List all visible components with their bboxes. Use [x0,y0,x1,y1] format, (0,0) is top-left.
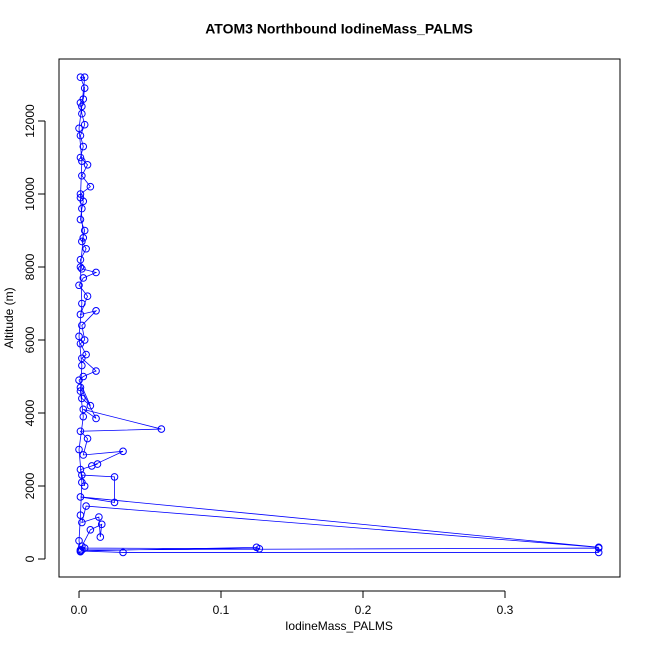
data-point [75,332,83,341]
y-tick-label: 10000 [23,177,37,211]
data-point [78,518,86,527]
data-point [110,498,119,507]
data-point [76,546,85,554]
data-point [78,157,86,165]
data-point [255,544,264,553]
data-point [78,299,86,308]
data-point [76,387,85,395]
data-point [76,131,85,140]
data-point [96,533,105,541]
data-point [80,120,89,129]
data-point [95,513,103,521]
data-point [79,405,88,414]
data-point [76,511,85,520]
data-point [78,394,86,403]
data-point [76,193,85,202]
data-point [79,412,88,421]
data-point [92,268,100,277]
data-point [79,451,88,459]
data-point [78,478,86,487]
data-point [80,73,89,82]
y-tick-label: 4000 [23,399,37,426]
chart-title: ATOM3 Northbound IodineMass_PALMS [205,21,473,37]
data-point [82,350,90,359]
data-point [78,361,86,370]
data-point [76,493,85,501]
data-point [92,367,100,375]
data-point [119,548,127,557]
data-point [86,182,95,191]
data-point [79,274,88,282]
data-point [76,190,85,198]
data-point [78,204,86,213]
data-point [87,462,96,470]
data-point [78,171,86,180]
data-point [76,73,85,82]
data-point [97,520,106,529]
data-point [76,465,85,474]
data-point [75,445,83,454]
data-point [110,473,119,481]
data-point [78,321,86,330]
data-point [83,292,92,301]
data-point [76,383,85,392]
data-point [594,543,603,552]
x-tick-label: 0.1 [213,603,230,617]
data-point [79,142,88,151]
x-tick-label: 0.3 [497,603,514,617]
data-point [75,124,83,133]
data-point [157,425,166,433]
data-point [79,372,88,381]
data-point [80,226,89,235]
y-tick-label: 12000 [23,104,37,138]
data-point [76,215,85,224]
plot-box [58,58,621,578]
data-point [80,84,89,92]
y-axis-label: Altitude (m) [2,287,16,348]
data-point [80,336,89,344]
x-tick-label: 0.2 [355,603,372,617]
data-point [92,307,100,315]
data-point [76,255,85,264]
data-point [76,310,85,319]
data-point [76,427,85,436]
data-point [79,234,88,242]
data-point [594,548,603,557]
x-tick-label: 0.0 [71,603,88,617]
data-point [82,502,90,510]
data-point [92,414,100,423]
data-point [78,265,86,273]
data-point [75,536,83,545]
data-point [76,153,85,162]
data-point [79,95,88,103]
data-point [78,471,86,479]
data-point [86,401,95,410]
data-point [75,281,83,290]
data-point [83,434,92,443]
data-point [83,161,92,169]
data-point [119,447,127,456]
y-tick-label: 8000 [23,253,37,280]
data-point [78,102,86,111]
data-point [82,244,90,253]
data-point [78,237,86,246]
x-axis-label: IodineMass_PALMS [285,619,393,633]
y-tick-label: 6000 [23,326,37,353]
y-tick-label: 2000 [23,472,37,499]
data-point [86,526,95,534]
data-point [76,263,85,271]
data-point [78,109,86,118]
y-tick-label: 0 [23,555,37,562]
